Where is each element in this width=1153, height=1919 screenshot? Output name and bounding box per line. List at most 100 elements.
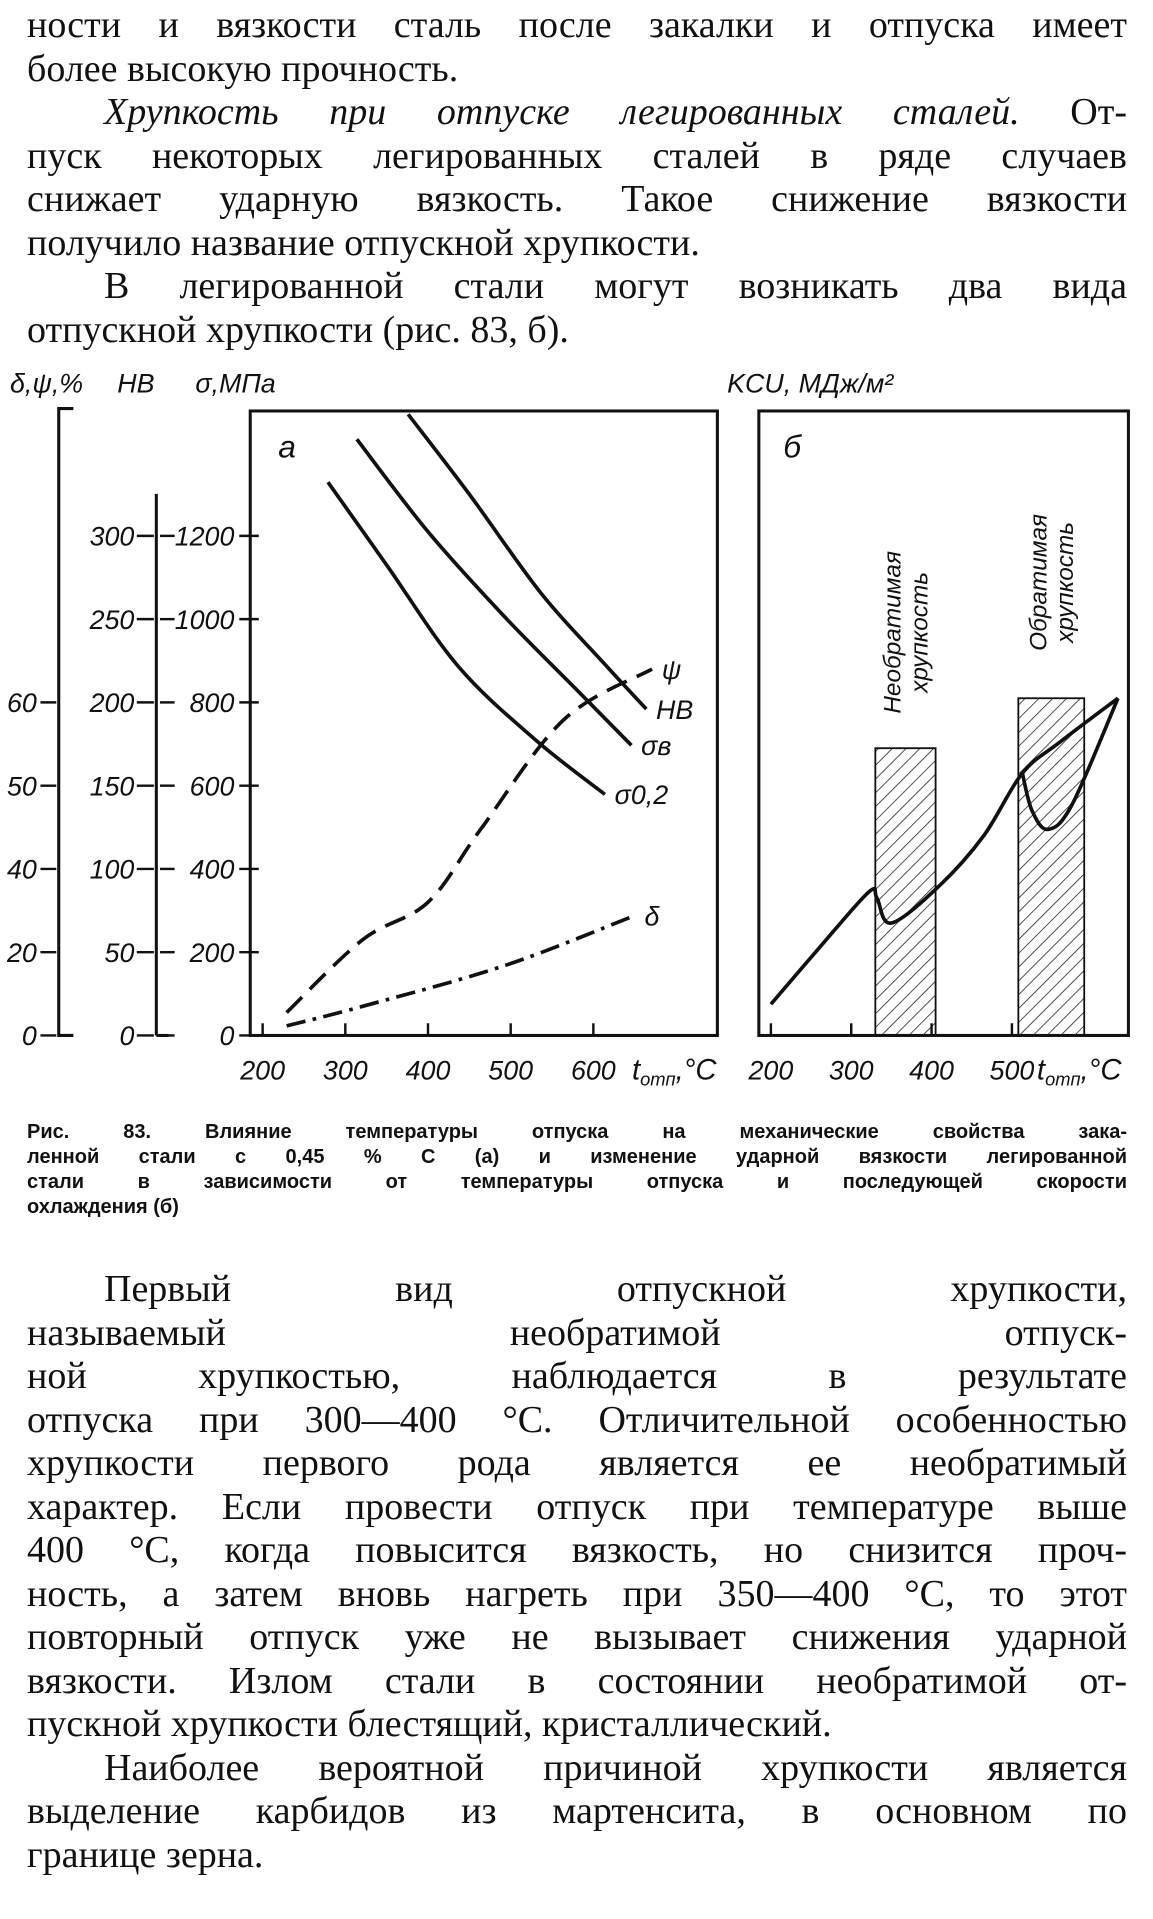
- text-line: ность, а затем вновь нагреть при 350—400…: [27, 1573, 1127, 1617]
- axis-line: [57, 407, 74, 1037]
- hatched-zone: [874, 747, 937, 1037]
- panel-b-frame: [757, 409, 1130, 1037]
- text: более высокую прочность.: [27, 47, 459, 90]
- text: вязкости. Излом стали в состоянии необра…: [27, 1659, 1127, 1702]
- y-tick-label: 20: [6, 938, 37, 968]
- curve: [769, 696, 1120, 1006]
- text: выделение карбидов из мартенсита, в осно…: [27, 1790, 1127, 1832]
- y-tick-label: 800: [190, 688, 235, 718]
- y-tick-label: 400: [190, 855, 235, 885]
- y-tick-label: 200: [189, 938, 235, 968]
- text-line: получило название отпускной хрупкости.: [27, 222, 1127, 266]
- x-tick-label: 300: [829, 1055, 874, 1085]
- text: отпуска при 300—400 °С. Отличительной ос…: [27, 1398, 1127, 1441]
- text: хрупкости первого рода является ее необр…: [27, 1442, 1127, 1484]
- x-tick-label: 200: [239, 1055, 285, 1085]
- hatched-zone: [1017, 697, 1086, 1037]
- caption-line: Рис. 83. Влияние температуры отпуска на …: [27, 1121, 1127, 1143]
- y-tick-label: 1000: [175, 605, 235, 635]
- y-tick-label: 300: [90, 522, 135, 552]
- text: От-: [1070, 91, 1127, 133]
- text: границе зерна.: [27, 1833, 264, 1876]
- text: Наиболее вероятной причиной хрупкости яв…: [104, 1746, 1127, 1789]
- y-tick-label: 150: [90, 771, 135, 801]
- axis-title: σ,МПа: [195, 369, 275, 399]
- y-tick-label: 60: [7, 688, 37, 718]
- x-tick-label: 400: [406, 1055, 451, 1085]
- y-tick-label: 0: [219, 1021, 234, 1051]
- x-axis-label-part: ,°С: [1081, 1054, 1123, 1086]
- curve: [285, 667, 653, 1014]
- x-axis-label-part: отп: [640, 1068, 675, 1089]
- x-axis-label-part: t: [1037, 1054, 1047, 1086]
- axis-title: δ,ψ,%: [10, 369, 83, 399]
- text: Первый вид отпускной хрупкости,: [104, 1268, 1127, 1310]
- text: ность, а затем вновь нагреть при 350—400…: [27, 1572, 1127, 1615]
- text-line: более высокую прочность.: [27, 48, 1127, 92]
- y-tick-label: 200: [89, 688, 135, 718]
- text-line: выделение карбидов из мартенсита, в осно…: [27, 1790, 1127, 1834]
- curve-label: ψ: [662, 655, 682, 685]
- y-tick-label: 50: [105, 938, 135, 968]
- text-line: Наиболее вероятной причиной хрупкости яв…: [27, 1747, 1127, 1791]
- text-top: ности и вязкости сталь после закалки и о…: [27, 4, 1127, 352]
- text-line: хрупкости первого рода является ее необр…: [27, 1442, 1127, 1486]
- x-axis-label-part: ,°С: [676, 1054, 718, 1086]
- zone-label: Необратимая: [880, 551, 907, 714]
- curve: [355, 438, 633, 747]
- text: В легированной стали могут возникать два…: [104, 265, 1127, 307]
- x-axis-label: tотп,°С: [632, 1054, 717, 1089]
- x-tick-label: 200: [748, 1055, 794, 1085]
- curve-label: δ: [644, 901, 660, 931]
- y-tick-label: 0: [22, 1021, 37, 1051]
- curve: [326, 481, 607, 796]
- curve-label: HB: [656, 695, 693, 725]
- text-line: Первый вид отпускной хрупкости,: [27, 1268, 1127, 1312]
- caption-line: охлаждения (б): [27, 1196, 179, 1218]
- x-tick-label: 300: [323, 1055, 368, 1085]
- y-tick-label: 250: [89, 605, 135, 635]
- text-line: В легированной стали могут возникать два…: [27, 265, 1127, 309]
- x-tick-label: 600: [571, 1055, 616, 1085]
- text: характер. Если провести отпуск при темпе…: [27, 1485, 1127, 1528]
- curve: [286, 913, 636, 1028]
- zone-label: хрупкость: [1052, 522, 1079, 644]
- text: отпускной хрупкости (рис. 83, б).: [27, 308, 569, 351]
- text-line: вязкости. Излом стали в состоянии необра…: [27, 1660, 1127, 1704]
- text-line: отпуска при 300—400 °С. Отличительной ос…: [27, 1399, 1127, 1443]
- panel-letter: а: [278, 428, 296, 464]
- text: ной хрупкостью, наблюдается в результате: [27, 1355, 1127, 1397]
- curve-label: σ0,2: [615, 780, 669, 810]
- y-tick-label: 100: [90, 855, 135, 885]
- text-line: отпускной хрупкости (рис. 83, б).: [27, 309, 1127, 353]
- zone-label: хрупкость: [906, 572, 933, 694]
- figure: аδ,ψ,% HB σ,МПа020405060050100150200250300…: [6, 369, 1130, 1089]
- text-line: повторный отпуск уже не вызывает снижени…: [27, 1616, 1127, 1660]
- y-tick-label: 0: [119, 1021, 134, 1051]
- axis-title: KCU, МДж/м²: [727, 369, 894, 399]
- panel-a-frame: [248, 409, 719, 1037]
- text-line: называемый необратимой отпуск-: [27, 1312, 1127, 1356]
- curve: [406, 413, 648, 711]
- panel-letter: б: [783, 428, 802, 464]
- text-line: ности и вязкости сталь после закалки и о…: [27, 4, 1127, 48]
- y-tick-label: 600: [190, 771, 235, 801]
- text: 400 °С, когда повысится вязкость, но сни…: [27, 1529, 1127, 1571]
- zone-label: Обратимая: [1025, 514, 1052, 651]
- x-axis-label-part: t: [632, 1054, 642, 1086]
- x-axis-label-part: отп: [1045, 1068, 1080, 1089]
- x-axis-label: tотп,°С: [1037, 1054, 1122, 1089]
- text: пускной хрупкости блестящий, кристалличе…: [27, 1703, 832, 1745]
- italic-heading: Хрупкость при отпуске легированных стале…: [104, 91, 1020, 133]
- text: называемый необратимой отпуск-: [27, 1311, 1127, 1354]
- text: повторный отпуск уже не вызывает снижени…: [27, 1616, 1127, 1658]
- caption: Рис. 83. Влияние температуры отпуска на …: [27, 1120, 1127, 1220]
- curve-label: σв: [641, 731, 671, 761]
- text-line: 400 °С, когда повысится вязкость, но сни…: [27, 1529, 1127, 1573]
- text-line: пускной хрупкости блестящий, кристалличе…: [27, 1703, 1127, 1747]
- text: снижает ударную вязкость. Такое снижение…: [27, 178, 1127, 220]
- text-line: ной хрупкостью, наблюдается в результате: [27, 1355, 1127, 1399]
- text-line: границе зерна.: [27, 1834, 1127, 1878]
- text-line: снижает ударную вязкость. Такое снижение…: [27, 178, 1127, 222]
